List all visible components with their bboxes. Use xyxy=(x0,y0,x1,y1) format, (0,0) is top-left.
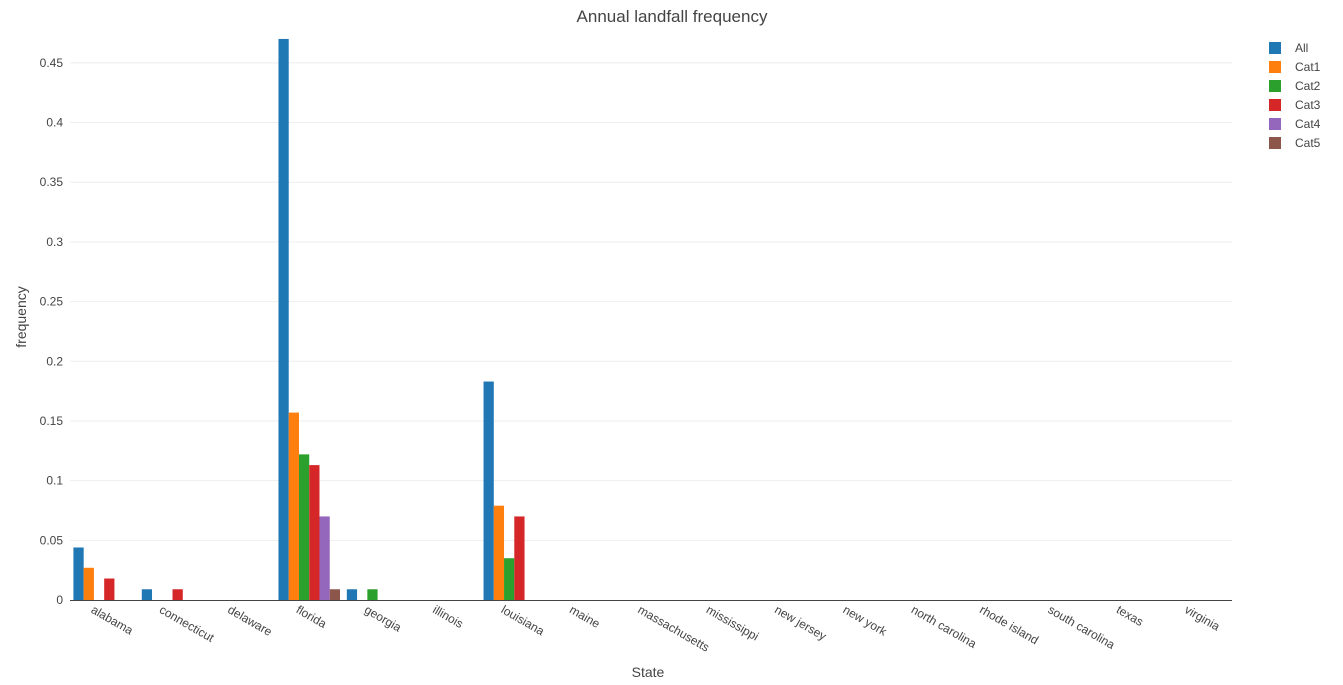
y-tick-label: 0.1 xyxy=(46,474,63,488)
x-tick-label: delaware xyxy=(225,602,274,639)
x-tick-label: maine xyxy=(567,602,603,631)
bar-cat1-alabama[interactable] xyxy=(83,567,94,600)
y-tick-label: 0 xyxy=(56,593,63,607)
bar-cat3-connecticut[interactable] xyxy=(172,589,183,600)
y-tick-label: 0.25 xyxy=(40,295,64,309)
y-tick-label: 0.45 xyxy=(40,56,64,70)
legend-swatch xyxy=(1269,42,1281,54)
y-tick-label: 0.15 xyxy=(40,414,64,428)
legend-label: Cat5 xyxy=(1295,136,1321,150)
gridlines xyxy=(70,62,1232,541)
legend-swatch xyxy=(1269,80,1281,92)
x-axis-ticks: alabama connecticut delaware florida georgia… xyxy=(89,602,1223,654)
legend-swatch xyxy=(1269,118,1281,130)
legend-label: Cat2 xyxy=(1295,79,1321,93)
y-axis-title: frequency xyxy=(13,286,29,347)
bar-cat1-louisiana[interactable] xyxy=(493,505,505,600)
legend-label: Cat4 xyxy=(1295,117,1321,131)
x-tick-label: alabama xyxy=(89,602,136,637)
legend-swatch xyxy=(1269,137,1281,149)
bar-cat2-louisiana[interactable] xyxy=(504,558,515,600)
y-axis-ticks: 0 0.05 0.1 0.15 0.2 0.25 0.3 0.35 0.4 0.45 xyxy=(40,56,64,607)
y-tick-label: 0.4 xyxy=(46,116,63,130)
bar-cat2-georgia[interactable] xyxy=(367,589,378,600)
x-tick-label: illinois xyxy=(430,602,465,630)
x-tick-label: georgia xyxy=(362,602,404,634)
x-tick-label: north carolina xyxy=(909,602,979,651)
legend-item-cat5[interactable]: Cat5 xyxy=(1269,136,1321,150)
x-tick-label: new york xyxy=(841,602,890,639)
x-tick-label: new jersey xyxy=(772,602,829,643)
x-tick-label: texas xyxy=(1114,602,1146,628)
bar-cat3-florida[interactable] xyxy=(309,465,320,600)
bar-all-alabama[interactable] xyxy=(73,547,84,600)
bar-cat3-louisiana[interactable] xyxy=(514,516,525,600)
bar-all-florida[interactable] xyxy=(278,38,289,600)
y-tick-label: 0.35 xyxy=(40,175,64,189)
bars xyxy=(73,38,525,600)
x-tick-label: louisiana xyxy=(499,602,547,638)
legend-item-cat1[interactable]: Cat1 xyxy=(1269,60,1321,74)
legend-item-cat4[interactable]: Cat4 xyxy=(1269,117,1321,131)
bar-cat4-florida[interactable] xyxy=(319,516,330,600)
y-tick-label: 0.05 xyxy=(40,533,64,547)
x-tick-label: massachusetts xyxy=(636,602,712,654)
bar-all-georgia[interactable] xyxy=(346,589,358,600)
legend-item-cat3[interactable]: Cat3 xyxy=(1269,98,1321,112)
legend-swatch xyxy=(1269,99,1281,111)
legend-label: All xyxy=(1295,41,1308,55)
bar-cat2-florida[interactable] xyxy=(298,454,310,600)
legend-item-cat2[interactable]: Cat2 xyxy=(1269,79,1321,93)
x-tick-label: connecticut xyxy=(157,602,217,645)
x-tick-label: florida xyxy=(294,602,330,631)
x-tick-label: south carolina xyxy=(1046,602,1118,652)
legend-item-all[interactable]: All xyxy=(1269,41,1308,55)
bar-cat3-alabama[interactable] xyxy=(104,578,115,600)
legend-swatch xyxy=(1269,61,1281,73)
y-tick-label: 0.2 xyxy=(46,354,63,368)
bar-all-connecticut[interactable] xyxy=(141,589,153,600)
y-tick-label: 0.3 xyxy=(46,235,63,249)
bar-cat1-florida[interactable] xyxy=(288,412,299,600)
legend[interactable]: All Cat1 Cat2 Cat3 Cat4 Cat5 xyxy=(1269,41,1321,150)
legend-label: Cat1 xyxy=(1295,60,1321,74)
x-tick-label: mississippi xyxy=(704,602,761,643)
x-tick-label: rhode island xyxy=(977,602,1041,647)
x-axis-title: State xyxy=(632,664,665,680)
x-tick-label: virginia xyxy=(1182,602,1222,633)
bar-cat5-florida[interactable] xyxy=(329,589,340,600)
bar-all-louisiana[interactable] xyxy=(483,381,494,600)
legend-label: Cat3 xyxy=(1295,98,1321,112)
chart-title: Annual landfall frequency xyxy=(577,7,768,26)
